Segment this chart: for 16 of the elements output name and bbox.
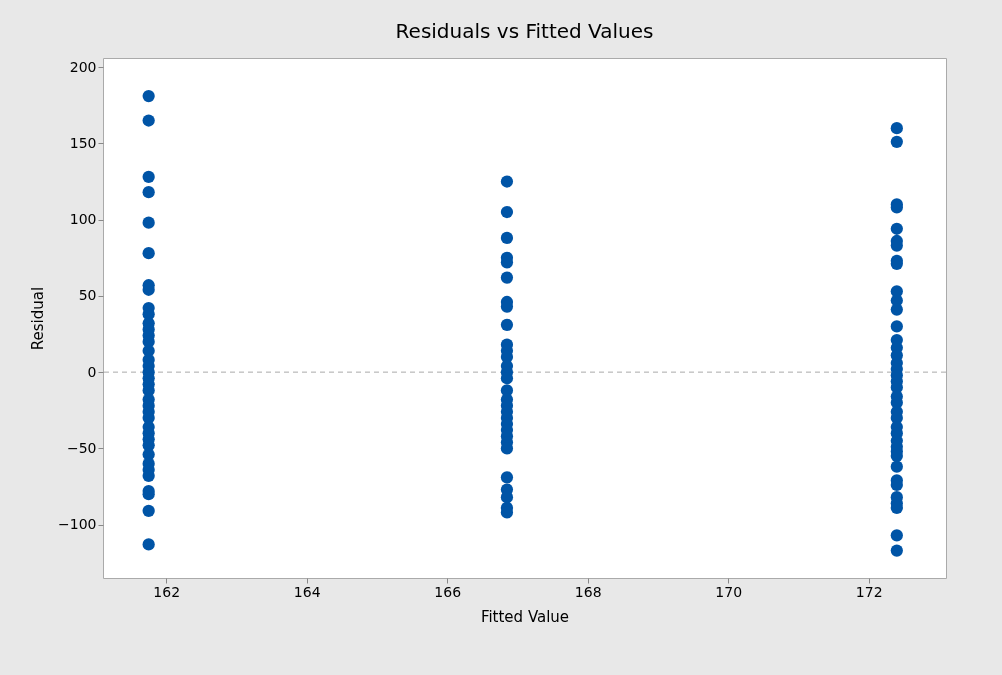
y-tick-label: 0 bbox=[87, 363, 97, 380]
y-tick-label: 100 bbox=[69, 211, 97, 228]
y-tick-label: 200 bbox=[69, 58, 97, 75]
chart-title: Residuals vs Fitted Values bbox=[395, 19, 654, 43]
x-tick-label: 170 bbox=[715, 583, 743, 600]
y-tick-label: −100 bbox=[58, 516, 97, 533]
y-axis-title: Residual bbox=[29, 286, 48, 351]
x-axis-title: Fitted Value bbox=[480, 607, 570, 626]
y-tick-label: −50 bbox=[66, 439, 97, 456]
x-tick-label: 166 bbox=[434, 583, 462, 600]
x-tick-label: 168 bbox=[574, 583, 602, 600]
x-tick-label: 164 bbox=[293, 583, 321, 600]
x-tick-label: 162 bbox=[153, 583, 181, 600]
y-tick-label: 50 bbox=[78, 287, 97, 304]
x-tick-label: 172 bbox=[855, 583, 883, 600]
y-tick-label: 150 bbox=[69, 134, 97, 151]
